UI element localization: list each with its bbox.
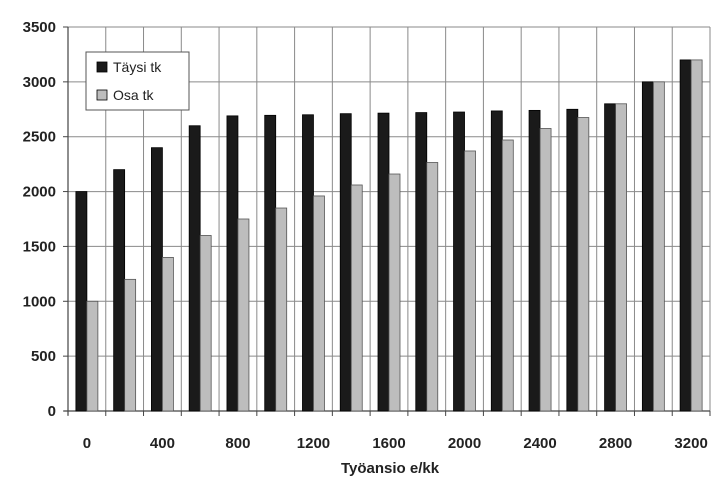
bar-osa-3200 <box>690 59 703 412</box>
bar-taysi-2600 <box>566 108 579 412</box>
legend: Täysi tk Osa tk <box>85 51 190 111</box>
bar-taysi-400 <box>151 147 163 412</box>
bar-taysi-3000 <box>641 81 654 412</box>
x-tick-label: 2000 <box>448 435 481 452</box>
bar-osa-2800 <box>615 103 627 412</box>
bar-taysi-0 <box>75 191 88 412</box>
y-tick-label: 2500 <box>23 129 56 146</box>
y-tick-label: 500 <box>31 348 56 365</box>
x-tick-label: 3200 <box>674 435 707 452</box>
bar-osa-2600 <box>577 117 590 412</box>
bar-taysi-600 <box>188 125 201 412</box>
y-tick-label: 3500 <box>23 19 56 36</box>
bar-osa-800 <box>237 218 250 412</box>
bar-taysi-800 <box>226 115 239 412</box>
bar-osa-2400 <box>539 128 552 412</box>
bar-osa-1600 <box>388 173 401 412</box>
bar-taysi-3200 <box>679 59 692 412</box>
x-tick-label: 0 <box>83 435 91 452</box>
x-tick-label: 2800 <box>599 435 632 452</box>
x-tick-label: 1600 <box>372 435 405 452</box>
y-tick-label: 1000 <box>23 293 56 310</box>
bar-osa-2000 <box>464 150 476 412</box>
y-tick-label: 1500 <box>23 238 56 255</box>
bar-osa-400 <box>162 256 174 412</box>
legend-swatch-taysi <box>96 61 108 73</box>
legend-label-osa: Osa tk <box>113 87 154 103</box>
y-tick-label: 3000 <box>23 74 56 91</box>
x-tick-label: 400 <box>150 435 175 452</box>
y-tick-label: 0 <box>48 403 56 420</box>
bar-osa-200 <box>124 278 137 412</box>
bar-osa-1000 <box>275 207 288 412</box>
bar-taysi-1200 <box>302 114 314 412</box>
x-tick-label: 1200 <box>297 435 330 452</box>
bar-taysi-200 <box>113 169 126 412</box>
bar-taysi-2800 <box>604 103 616 412</box>
bar-taysi-1800 <box>415 112 428 412</box>
bar-osa-1400 <box>350 184 363 412</box>
bar-taysi-1400 <box>339 113 352 412</box>
legend-swatch-osa <box>96 89 108 101</box>
bar-osa-3000 <box>652 81 665 412</box>
legend-label-taysi: Täysi tk <box>113 59 162 75</box>
bar-taysi-2000 <box>453 111 465 412</box>
bar-taysi-1000 <box>264 114 277 412</box>
bar-osa-1800 <box>426 162 439 412</box>
y-tick-labels: 0 500 1000 1500 2000 2500 3000 3500 <box>23 19 56 420</box>
bar-osa-2200 <box>501 139 514 412</box>
x-tick-label: 800 <box>225 435 250 452</box>
bars <box>75 59 703 412</box>
x-axis-label: Työansio e/kk <box>341 460 440 477</box>
bar-taysi-1600 <box>377 112 390 412</box>
bar-osa-600 <box>199 235 212 412</box>
bar-taysi-2400 <box>528 109 541 412</box>
y-tick-label: 2000 <box>23 184 56 201</box>
x-tick-labels: 0 400 800 1200 1600 2000 2400 2800 3200 <box>83 435 708 452</box>
bar-osa-0 <box>86 300 99 412</box>
bar-osa-1200 <box>313 195 325 412</box>
bar-taysi-2200 <box>490 110 503 412</box>
x-tick-label: 2400 <box>523 435 556 452</box>
